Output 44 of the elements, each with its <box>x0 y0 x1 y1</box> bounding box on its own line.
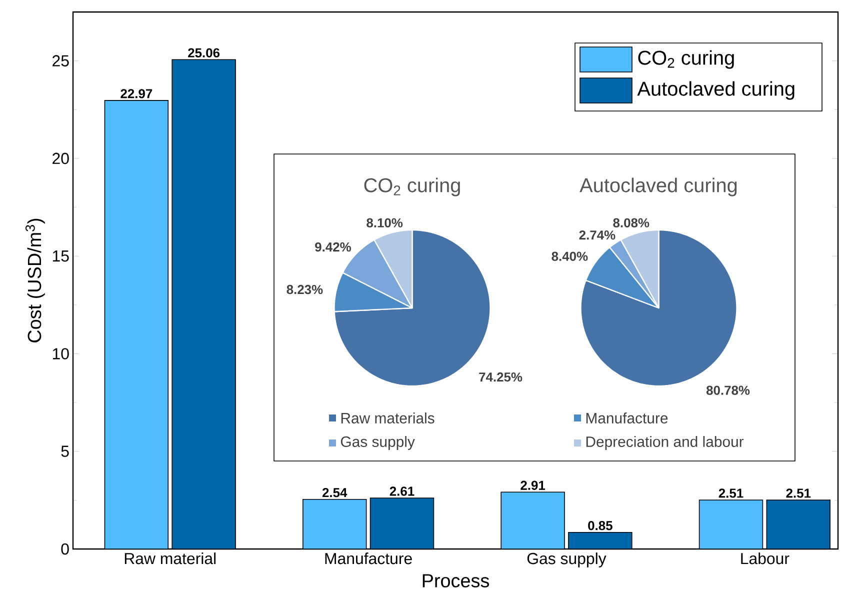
y-tick-label: 0 <box>61 543 69 555</box>
bar <box>370 498 434 549</box>
x-axis-title: Process <box>422 574 490 588</box>
bar <box>698 500 764 549</box>
y-tick-label: 25 <box>52 55 69 66</box>
legend-label: Manufacture <box>586 412 668 424</box>
data-label: 8.08% <box>613 218 650 228</box>
data-label: 2.51 <box>786 488 811 498</box>
data-label: 8.40% <box>552 252 588 261</box>
data-label: 2.91 <box>520 480 546 490</box>
bar <box>500 492 565 549</box>
legend-label: Raw materials <box>341 412 434 424</box>
data-label: 2.54 <box>322 488 348 498</box>
data-label: 0.85 <box>588 521 612 530</box>
slice-label: Autoclaved curing <box>580 178 737 196</box>
data-label: 22.97 <box>120 89 152 98</box>
data-label: 8.23% <box>286 284 323 294</box>
data-label: 2.74% <box>579 230 616 240</box>
bar <box>302 498 367 549</box>
data-label: 2.61 <box>390 486 414 496</box>
x-tick-label: Raw material <box>124 552 216 564</box>
bar <box>172 59 236 549</box>
bar <box>104 100 169 549</box>
legend-label: Autoclaved curing <box>637 81 794 100</box>
x-tick-label: Manufacture <box>325 552 412 564</box>
legend-label: Gas supply <box>340 436 415 450</box>
legend-label: CO$_{2}$ curing <box>638 50 734 69</box>
data-label: 8.10% <box>366 218 403 228</box>
x-tick-label: Gas supply <box>527 552 606 568</box>
y-tick-label: 10 <box>52 348 69 360</box>
y-tick-label: 15 <box>52 250 69 262</box>
data-label: 80.78% <box>706 386 750 395</box>
y-tick-label: 5 <box>61 446 69 457</box>
bar <box>766 500 830 549</box>
y-tick-label: 20 <box>52 152 69 164</box>
bar <box>568 532 632 549</box>
y-axis-title: Cost (USD/m$^{3}$) <box>26 218 45 342</box>
data-label: 2.51 <box>718 488 744 498</box>
x-tick-label: Labour <box>741 552 790 564</box>
data-label: 25.06 <box>188 48 220 58</box>
slice-label: CO$_{2}$ curing <box>364 178 460 196</box>
data-label: 74.25% <box>479 372 522 382</box>
data-label: 9.42% <box>315 242 351 252</box>
legend-label: Depreciation and labour <box>586 436 744 450</box>
